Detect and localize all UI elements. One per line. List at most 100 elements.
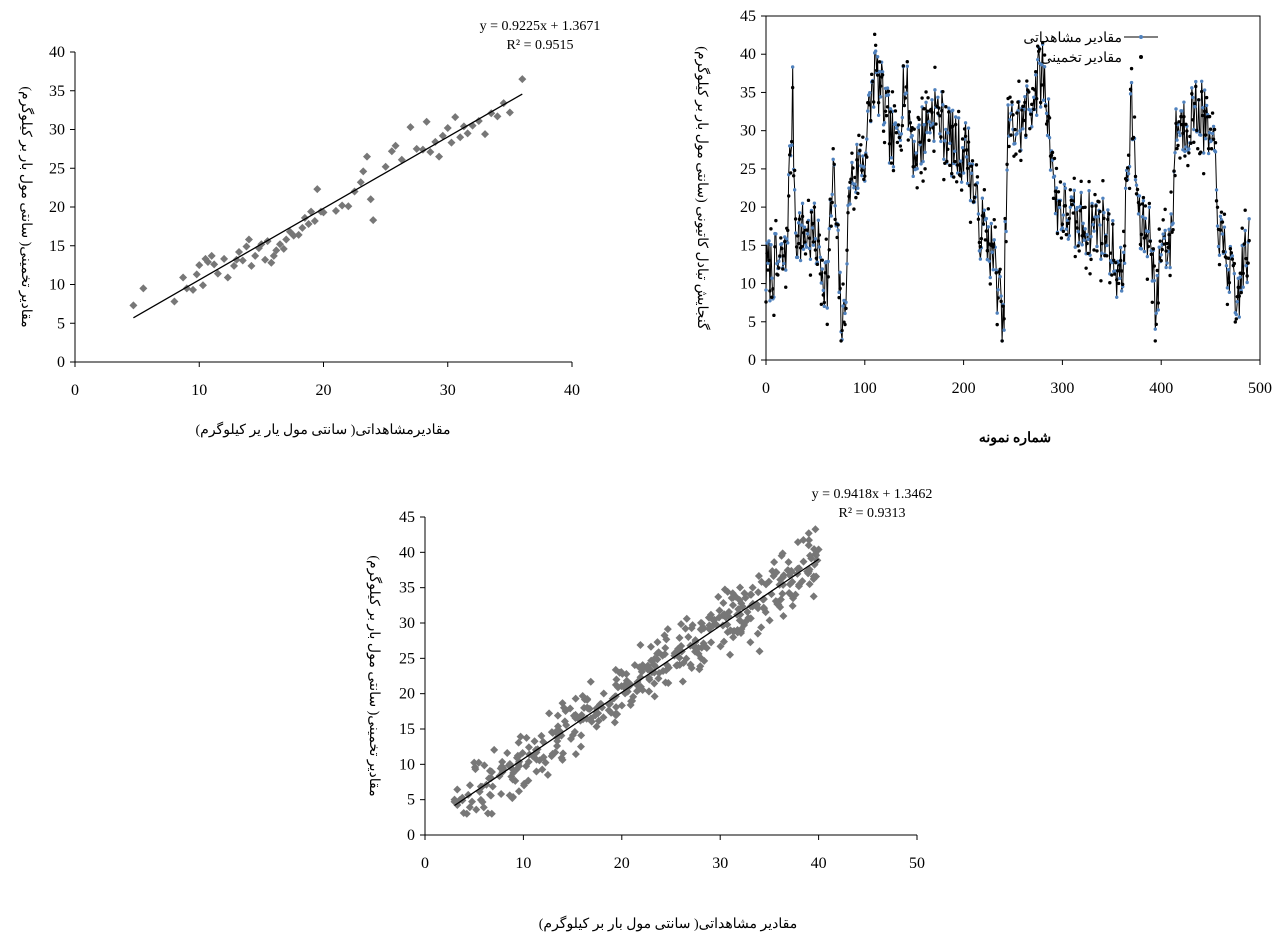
observed-point <box>1238 275 1242 279</box>
test-x-tick-label: 20 <box>614 855 630 872</box>
estimated-point <box>940 109 944 113</box>
test-point <box>791 590 800 599</box>
train-y-tick-label: 25 <box>49 160 65 177</box>
estimated-point <box>1000 339 1004 343</box>
observed-point <box>818 255 823 259</box>
observed-point <box>1004 229 1008 234</box>
estimated-point <box>789 139 794 144</box>
observed-point <box>829 214 833 218</box>
estimated-point <box>797 217 802 221</box>
observed-point <box>1073 245 1077 249</box>
test-point <box>558 755 567 764</box>
train-point <box>272 246 281 255</box>
estimated-point <box>1182 115 1186 119</box>
observed-point <box>1075 205 1079 210</box>
test-point <box>516 732 525 741</box>
estimated-point <box>993 225 997 229</box>
estimated-point <box>1217 262 1222 267</box>
estimated-point <box>981 222 986 226</box>
estimated-point <box>843 322 847 327</box>
estimated-point <box>828 197 832 201</box>
observed-point <box>1190 86 1194 90</box>
estimated-point <box>1083 205 1087 209</box>
train-point <box>210 260 219 269</box>
estimated-point <box>1064 232 1069 237</box>
estimated-point <box>804 228 809 232</box>
train-y-tick-label: 20 <box>49 199 65 216</box>
test-point <box>679 658 688 667</box>
estimated-point <box>888 110 893 114</box>
observed-point <box>831 157 835 162</box>
test-trendline <box>454 558 819 807</box>
estimated-point <box>1043 104 1048 108</box>
train-x-tick-label: 10 <box>191 382 207 399</box>
test-point <box>645 675 654 684</box>
observed-point <box>861 154 865 158</box>
series-x-tick-label: 300 <box>1050 380 1074 397</box>
observed-point <box>917 123 921 127</box>
test-point <box>757 623 766 632</box>
test-point <box>487 767 496 776</box>
estimated-point <box>909 128 913 133</box>
estimated-point <box>877 60 882 64</box>
estimated-point <box>893 109 898 113</box>
estimated-point <box>1168 273 1172 278</box>
estimated-point <box>831 147 835 151</box>
observed-point <box>1095 244 1099 249</box>
observed-point <box>1110 260 1114 265</box>
observed-point <box>1211 124 1216 129</box>
estimated-point <box>1172 169 1176 173</box>
test-point <box>559 703 568 712</box>
train-point <box>289 231 298 240</box>
train-point <box>338 201 347 210</box>
estimated-point <box>1225 302 1230 307</box>
observed-point <box>1134 183 1139 187</box>
train-scatter-points <box>129 75 527 310</box>
estimated-point <box>1189 141 1193 145</box>
test-point <box>660 631 669 640</box>
estimated-point <box>939 135 943 139</box>
estimated-point <box>1067 216 1072 221</box>
observed-point <box>825 306 829 310</box>
estimated-point <box>1097 200 1101 204</box>
test-point <box>687 624 696 633</box>
test-point <box>599 689 608 698</box>
estimated-point <box>946 147 950 152</box>
estimated-point <box>1127 186 1132 191</box>
train-point <box>356 178 365 187</box>
observed-point <box>951 108 955 113</box>
test-point <box>539 753 548 762</box>
test-point <box>805 536 814 545</box>
estimated-point <box>1089 257 1093 262</box>
test-point <box>470 758 479 767</box>
test-point <box>613 710 622 719</box>
estimated-point <box>1086 251 1090 256</box>
estimated-point <box>845 248 849 252</box>
estimated-point <box>1041 83 1046 87</box>
observed-point <box>1010 102 1014 107</box>
estimated-point <box>1113 272 1117 276</box>
observed-point <box>1072 188 1076 193</box>
estimated-point <box>770 295 774 299</box>
estimated-point <box>1157 227 1161 231</box>
test-point <box>560 717 569 726</box>
observed-point <box>800 201 805 206</box>
observed-point <box>799 223 804 227</box>
series-y-label: گنجایش تبادل کاتیونی (سانتی مول بار بر ک… <box>694 46 711 330</box>
observed-point <box>1063 186 1068 190</box>
estimated-point <box>999 299 1003 304</box>
estimated-point <box>917 117 921 122</box>
estimated-point <box>980 213 985 218</box>
train-y-tick-label: 5 <box>57 315 65 332</box>
test-y-tick-label: 35 <box>399 580 415 597</box>
observed-point <box>1224 264 1229 268</box>
test-point <box>508 794 517 803</box>
observed-point <box>1062 182 1067 186</box>
observed-point <box>931 121 935 126</box>
estimated-point <box>1233 320 1238 324</box>
estimated-point <box>1121 229 1126 234</box>
observed-point <box>767 239 771 243</box>
test-point <box>719 598 728 607</box>
observed-point <box>878 95 883 99</box>
series-y-tick-label: 35 <box>740 84 756 101</box>
